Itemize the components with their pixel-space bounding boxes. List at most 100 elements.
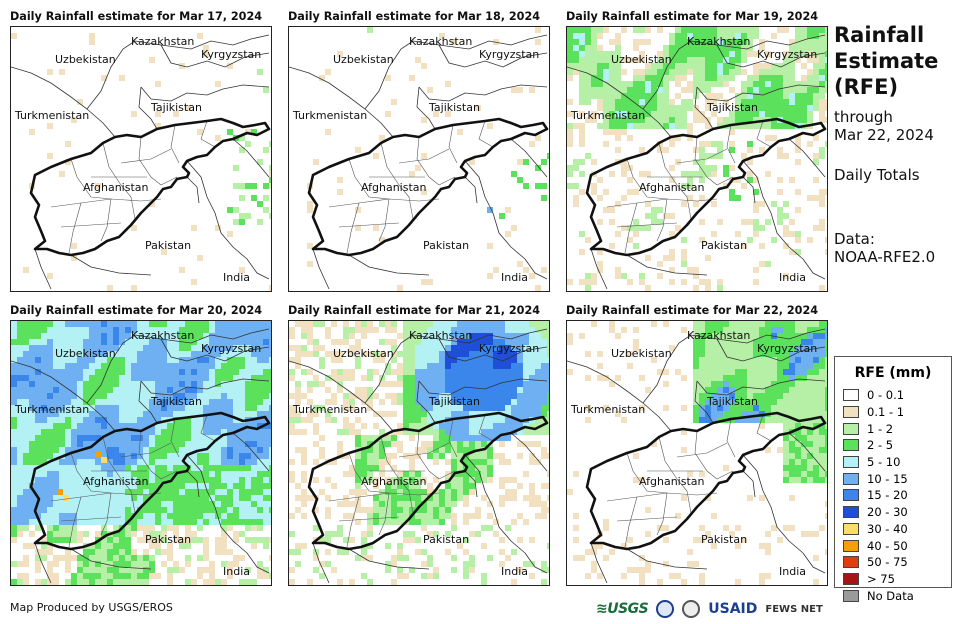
label-tajikistan: Tajikistan <box>706 395 758 408</box>
data-source: NOAA-RFE2.0 <box>834 248 936 266</box>
sidebar-title: Rainfall Estimate (RFE) <box>834 23 939 99</box>
country-border <box>742 454 804 554</box>
admin-boundary <box>686 196 692 220</box>
admin-boundary <box>200 120 216 148</box>
label-tajikistan: Tajikistan <box>706 101 758 114</box>
legend-item: 30 - 40 <box>835 521 951 538</box>
country-border <box>289 360 394 432</box>
admin-boundary <box>656 492 668 536</box>
label-turkmenistan: Turkmenistan <box>14 109 89 122</box>
admin-boundary <box>346 202 360 254</box>
label-kyrgyzstan: Kyrgyzstan <box>479 48 539 61</box>
admin-boundary <box>68 202 82 254</box>
label-uzbekistan: Uzbekistan <box>333 347 394 360</box>
partner-logos: ≋USGS USAID FEWS NET <box>596 598 823 620</box>
country-border <box>11 66 116 138</box>
admin-boundary <box>120 442 172 458</box>
country-border <box>742 160 804 260</box>
country-border <box>696 378 826 396</box>
country-border <box>312 542 330 584</box>
label-india: India <box>223 271 250 284</box>
label-kazakhstan: Kazakhstan <box>131 35 194 48</box>
admin-boundary <box>100 198 112 242</box>
admin-boundary <box>624 202 638 254</box>
legend-label: 1 - 2 <box>867 421 894 436</box>
admin-boundary <box>716 470 734 480</box>
map-canvas: Kazakhstan Uzbekistan Kyrgyzstan Tajikistan… <box>289 27 549 291</box>
admin-boundary <box>338 222 400 228</box>
country-border <box>464 454 526 554</box>
rainfall-raster <box>567 321 827 585</box>
label-kyrgyzstan: Kyrgyzstan <box>757 342 817 355</box>
country-border <box>160 44 270 68</box>
admin-boundary <box>408 196 414 220</box>
label-kyrgyzstan: Kyrgyzstan <box>201 48 261 61</box>
admin-boundary <box>686 490 692 514</box>
legend-label: 0.1 - 1 <box>867 405 905 420</box>
totals-label: Daily Totals <box>834 166 920 184</box>
country-border <box>418 378 548 396</box>
label-tajikistan: Tajikistan <box>428 395 480 408</box>
country-border <box>416 86 436 130</box>
admin-boundary <box>656 198 668 242</box>
admin-boundary <box>138 430 162 480</box>
country-border <box>694 86 714 130</box>
country-border <box>138 86 158 130</box>
label-india: India <box>779 565 806 578</box>
admin-boundary <box>726 124 736 164</box>
label-uzbekistan: Uzbekistan <box>55 347 116 360</box>
admin-boundary <box>626 158 668 200</box>
rainfall-raster <box>289 321 549 585</box>
country-border <box>11 360 116 432</box>
legend-swatch <box>843 422 859 435</box>
admin-boundary <box>408 490 414 514</box>
country-border <box>567 360 672 432</box>
afghanistan-outline <box>307 117 549 257</box>
legend-item: 10 - 15 <box>835 470 951 487</box>
legend-item: > 75 <box>835 571 951 588</box>
panel-title: Daily Rainfall estimate for Mar 17, 2024 <box>10 10 263 23</box>
country-border <box>464 176 478 204</box>
country-border <box>510 432 548 472</box>
admin-boundary <box>448 124 458 164</box>
country-border <box>364 40 414 110</box>
country-border <box>138 380 158 424</box>
label-tajikistan: Tajikistan <box>150 395 202 408</box>
rainfall-map: Kazakhstan Uzbekistan Kyrgyzstan Tajikistan… <box>566 26 828 292</box>
country-border <box>567 66 672 138</box>
admin-boundary <box>328 198 440 208</box>
admin-boundary <box>102 436 132 492</box>
admin-boundary <box>416 430 440 480</box>
legend-swatch <box>843 439 859 452</box>
country-border <box>364 334 414 404</box>
admin-boundary <box>100 492 112 536</box>
admin-boundary <box>70 452 112 494</box>
country-border <box>716 44 826 68</box>
admin-boundary <box>70 158 112 200</box>
legend-item: No Data <box>835 587 951 604</box>
admin-boundary <box>694 430 718 480</box>
admin-boundary <box>624 496 638 548</box>
noaa-logo-icon <box>656 600 675 618</box>
legend-swatch <box>843 406 859 419</box>
legend-swatch <box>843 572 859 585</box>
label-kazakhstan: Kazakhstan <box>687 35 750 48</box>
country-border <box>348 548 430 570</box>
admin-boundary <box>694 136 718 186</box>
admin-boundary <box>416 136 440 186</box>
admin-boundary <box>438 470 456 480</box>
legend-item: 1 - 2 <box>835 420 951 437</box>
admin-boundary <box>170 418 180 458</box>
admin-boundary <box>478 414 494 442</box>
label-india: India <box>501 565 528 578</box>
country-border <box>696 84 826 102</box>
label-kyrgyzstan: Kyrgyzstan <box>479 342 539 355</box>
country-border <box>510 138 548 178</box>
country-border <box>70 548 152 570</box>
legend-item: 50 - 75 <box>835 554 951 571</box>
country-border <box>186 454 248 554</box>
afghanistan-outline <box>29 117 271 257</box>
rainfall-map: Kazakhstan Uzbekistan Kyrgyzstan Tajikistan… <box>10 26 272 292</box>
admin-boundary <box>478 120 494 148</box>
label-turkmenistan: Turkmenistan <box>570 109 645 122</box>
